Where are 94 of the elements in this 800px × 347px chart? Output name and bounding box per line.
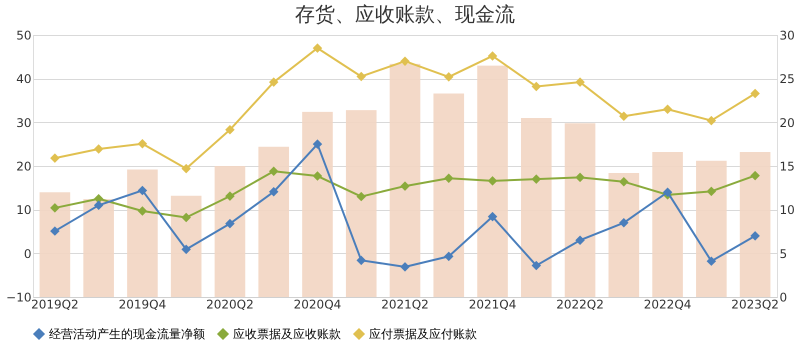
point bbox=[444, 252, 454, 262]
point bbox=[532, 174, 542, 184]
point bbox=[400, 56, 410, 66]
bar bbox=[83, 199, 114, 297]
bar bbox=[302, 112, 333, 297]
bar bbox=[214, 166, 246, 297]
point bbox=[400, 262, 410, 272]
y-tick-label: 40 bbox=[16, 72, 32, 86]
point bbox=[181, 244, 191, 254]
point bbox=[619, 176, 629, 186]
x-tick-label: 2021Q2 bbox=[381, 298, 429, 312]
bar bbox=[477, 66, 508, 297]
point bbox=[444, 173, 454, 183]
point bbox=[400, 181, 410, 191]
point bbox=[750, 88, 760, 98]
y2-tick-label: 10 bbox=[780, 203, 795, 218]
point bbox=[706, 186, 716, 196]
x-tick-label: 2022Q2 bbox=[556, 298, 604, 312]
point bbox=[575, 172, 585, 182]
point bbox=[619, 218, 629, 228]
x-tick-label: 2019Q4 bbox=[118, 298, 166, 312]
point bbox=[750, 170, 760, 180]
bar bbox=[652, 152, 683, 297]
x-tick-label: 2021Q4 bbox=[468, 298, 516, 312]
point bbox=[94, 144, 104, 154]
bar bbox=[390, 64, 420, 297]
bar bbox=[346, 110, 377, 297]
point bbox=[50, 203, 60, 213]
point bbox=[488, 51, 498, 61]
bar bbox=[170, 196, 202, 297]
legend-label: 应付票据及应付账款 bbox=[369, 327, 477, 341]
point bbox=[575, 235, 585, 245]
y-tick-label: 50 bbox=[16, 28, 32, 42]
point bbox=[619, 111, 629, 121]
bar bbox=[740, 152, 770, 297]
bar bbox=[127, 169, 158, 297]
y-tick-label: 10 bbox=[16, 203, 32, 218]
point bbox=[312, 43, 322, 53]
point bbox=[662, 187, 672, 197]
y-tick-label: 20 bbox=[16, 160, 32, 174]
point bbox=[532, 82, 542, 92]
bar bbox=[520, 118, 552, 297]
point bbox=[268, 187, 278, 197]
y-tick-label: 0 bbox=[24, 246, 32, 261]
y2-tick-label: 5 bbox=[780, 246, 788, 261]
point bbox=[575, 77, 585, 87]
point bbox=[356, 192, 366, 202]
y2-tick-label: 15 bbox=[780, 160, 795, 174]
point bbox=[750, 231, 760, 241]
y2-tick-label: 25 bbox=[780, 72, 795, 86]
point bbox=[181, 164, 191, 174]
point bbox=[312, 171, 322, 181]
bar bbox=[433, 94, 464, 297]
point bbox=[225, 191, 235, 201]
point bbox=[181, 212, 191, 222]
legend-label: 经营活动产生的现金流量净额 bbox=[49, 327, 205, 341]
point bbox=[50, 153, 60, 163]
y-tick-label: −10 bbox=[6, 290, 32, 304]
point bbox=[312, 139, 322, 149]
point bbox=[94, 194, 104, 204]
bar bbox=[564, 123, 596, 297]
point bbox=[138, 206, 148, 216]
point bbox=[488, 176, 498, 186]
point bbox=[356, 256, 366, 266]
y2-tick-label: 20 bbox=[780, 116, 795, 130]
point bbox=[488, 212, 498, 222]
point bbox=[706, 256, 716, 266]
point bbox=[94, 200, 104, 210]
y-tick-label: 30 bbox=[16, 116, 32, 130]
x-tick-label: 2020Q4 bbox=[294, 298, 342, 312]
point bbox=[268, 166, 278, 176]
point bbox=[225, 218, 235, 228]
point bbox=[138, 186, 148, 196]
x-tick-label: 2022Q4 bbox=[644, 298, 692, 312]
point bbox=[268, 77, 278, 87]
point bbox=[706, 116, 716, 126]
point bbox=[532, 260, 542, 270]
point bbox=[356, 72, 366, 82]
point bbox=[138, 138, 148, 148]
x-tick-label: 2019Q2 bbox=[31, 298, 79, 312]
y2-tick-label: 0 bbox=[780, 290, 788, 304]
chart-title: 存货、应收账款、现金流 bbox=[295, 2, 515, 26]
point bbox=[50, 226, 60, 236]
legend-label: 应收票据及应收账款 bbox=[233, 327, 341, 341]
bar bbox=[608, 172, 640, 297]
point bbox=[444, 72, 454, 82]
bar bbox=[696, 160, 727, 297]
y2-tick-label: 30 bbox=[780, 28, 795, 42]
point bbox=[225, 125, 235, 134]
x-tick-label: 2020Q2 bbox=[206, 298, 254, 312]
bar bbox=[40, 192, 70, 297]
x-tick-label: 2023Q2 bbox=[731, 298, 779, 312]
bar bbox=[258, 146, 290, 297]
point bbox=[662, 104, 672, 114]
